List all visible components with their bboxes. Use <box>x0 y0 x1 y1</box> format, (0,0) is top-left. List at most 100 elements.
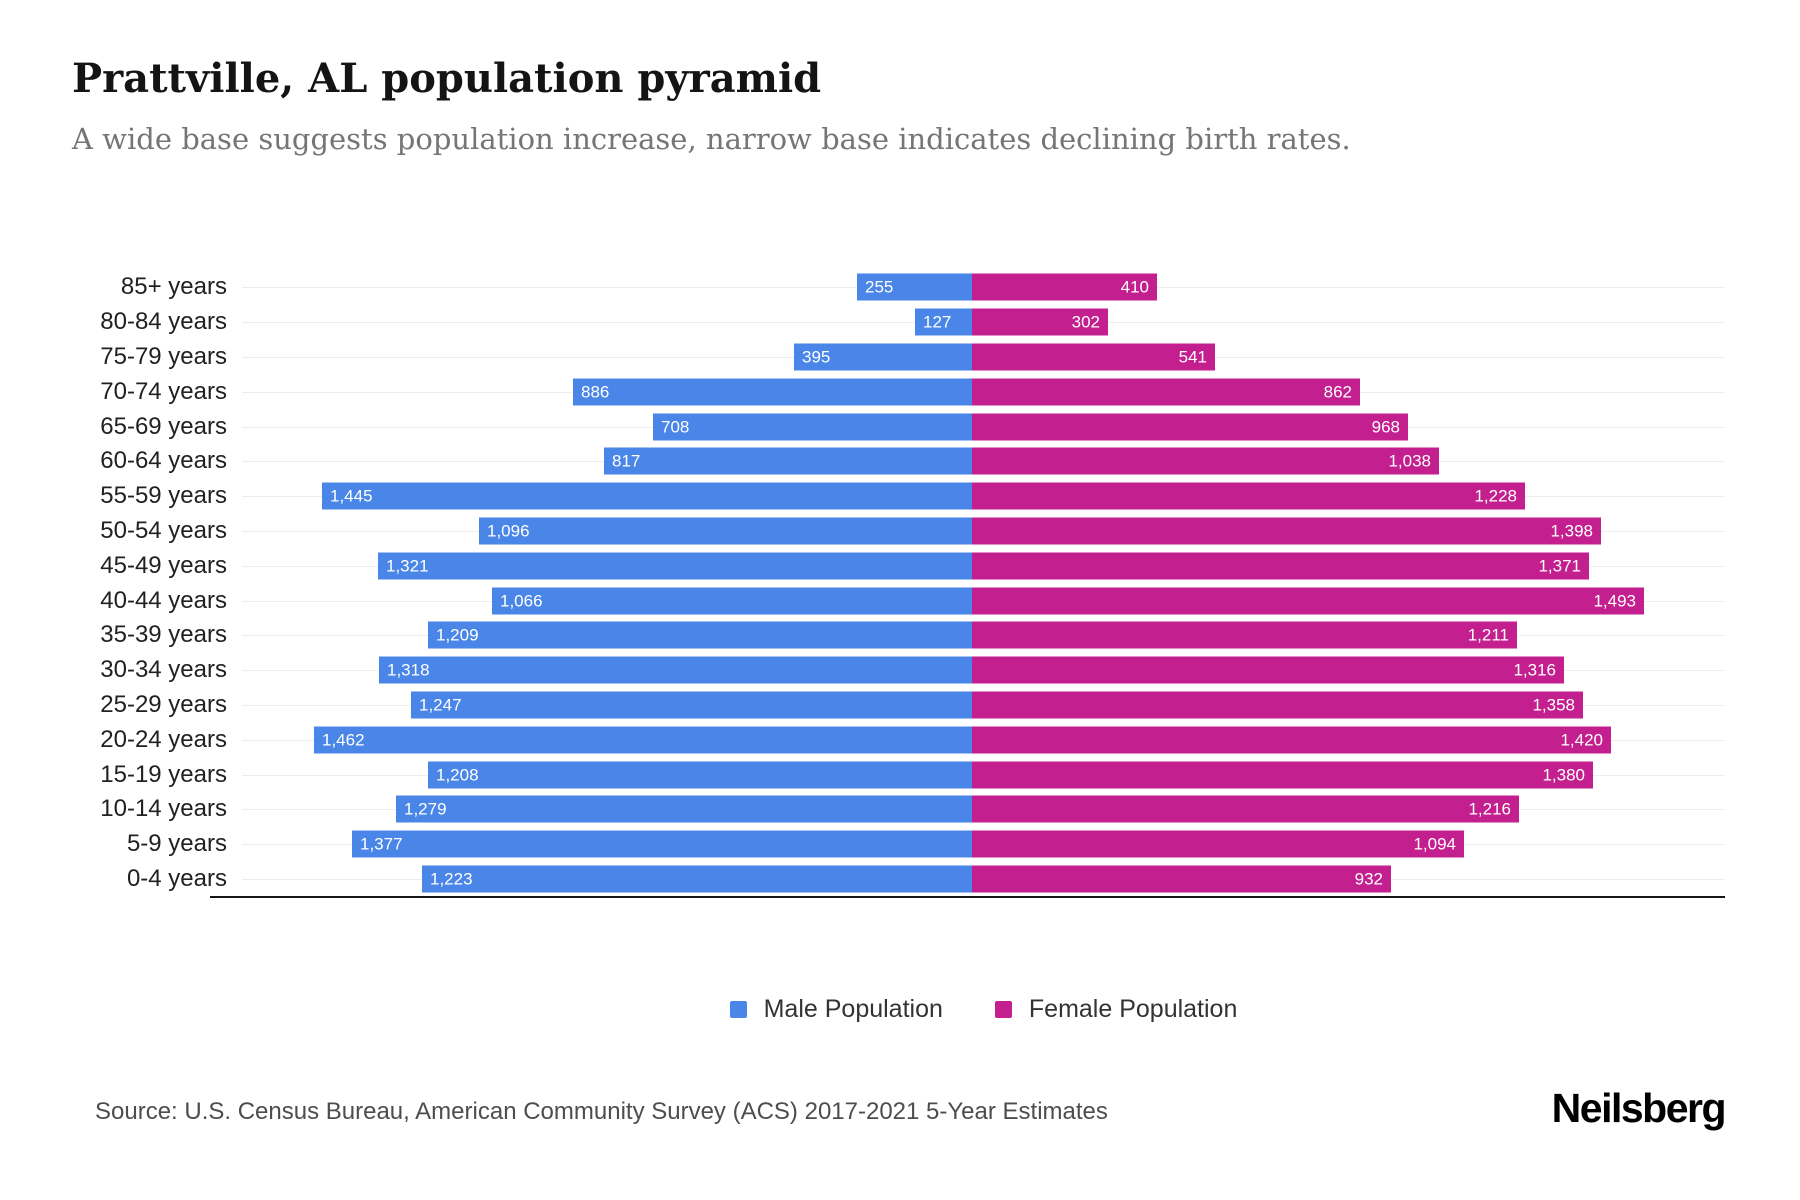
row-plot-area: 395 541 <box>242 340 1725 375</box>
pyramid-row: 25-29 years 1,247 1,358 <box>0 688 1800 723</box>
age-group-label: 25-29 years <box>100 690 227 718</box>
age-group-label: 45-49 years <box>100 551 227 579</box>
male-bar: 1,209 <box>428 621 972 649</box>
female-bar: 1,380 <box>972 761 1593 789</box>
row-plot-area: 1,066 1,493 <box>242 583 1725 618</box>
male-value-label: 1,462 <box>322 730 365 750</box>
age-group-label: 85+ years <box>120 273 227 301</box>
male-value-label: 1,377 <box>360 834 403 854</box>
male-value-label: 1,318 <box>387 660 430 680</box>
row-plot-area: 1,321 1,371 <box>242 548 1725 583</box>
row-plot-area: 817 1,038 <box>242 444 1725 479</box>
age-group-label: 40-44 years <box>100 586 227 614</box>
pyramid-row: 20-24 years 1,462 1,420 <box>0 722 1800 757</box>
row-plot-area: 1,279 1,216 <box>242 792 1725 827</box>
female-value-label: 862 <box>1323 382 1352 402</box>
female-bar: 1,493 <box>972 587 1644 615</box>
female-value-label: 1,493 <box>1593 591 1636 611</box>
female-bar: 1,094 <box>972 830 1464 858</box>
female-bar: 1,038 <box>972 447 1439 475</box>
female-value-label: 1,380 <box>1542 765 1585 785</box>
female-bar: 410 <box>972 273 1157 301</box>
chart-legend: Male Population Female Population <box>242 995 1725 1024</box>
male-value-label: 1,321 <box>386 556 429 576</box>
male-bar: 395 <box>794 343 972 371</box>
female-bar: 968 <box>972 413 1408 441</box>
female-bar: 1,371 <box>972 552 1589 580</box>
male-bar: 1,223 <box>422 865 972 893</box>
male-bar: 1,321 <box>378 552 972 580</box>
male-bar: 708 <box>653 413 972 441</box>
male-value-label: 1,279 <box>404 799 447 819</box>
female-value-label: 1,216 <box>1468 799 1511 819</box>
male-value-label: 1,208 <box>436 765 479 785</box>
age-group-label: 10-14 years <box>100 795 227 823</box>
male-value-label: 886 <box>581 382 610 402</box>
row-plot-area: 1,208 1,380 <box>242 757 1725 792</box>
male-legend-label: Male Population <box>763 995 943 1023</box>
female-bar: 1,316 <box>972 656 1564 684</box>
male-value-label: 1,445 <box>330 486 373 506</box>
row-plot-area: 1,377 1,094 <box>242 827 1725 862</box>
row-plot-area: 1,318 1,316 <box>242 653 1725 688</box>
male-bar: 1,096 <box>479 517 972 545</box>
legend-item-female: Female Population <box>994 995 1237 1024</box>
female-value-label: 1,371 <box>1538 556 1581 576</box>
female-value-label: 541 <box>1178 347 1207 367</box>
age-group-label: 70-74 years <box>100 377 227 405</box>
pyramid-row: 50-54 years 1,096 1,398 <box>0 514 1800 549</box>
pyramid-row: 55-59 years 1,445 1,228 <box>0 479 1800 514</box>
row-plot-area: 886 862 <box>242 374 1725 409</box>
age-group-label: 50-54 years <box>100 516 227 544</box>
male-value-label: 1,247 <box>419 695 462 715</box>
pyramid-row: 30-34 years 1,318 1,316 <box>0 653 1800 688</box>
pyramid-row: 35-39 years 1,209 1,211 <box>0 618 1800 653</box>
pyramid-row: 0-4 years 1,223 932 <box>0 862 1800 897</box>
female-value-label: 302 <box>1071 312 1100 332</box>
female-value-label: 1,398 <box>1550 521 1593 541</box>
female-bar: 932 <box>972 865 1391 893</box>
pyramid-row: 10-14 years 1,279 1,216 <box>0 792 1800 827</box>
female-value-label: 968 <box>1371 417 1400 437</box>
male-value-label: 1,209 <box>436 625 479 645</box>
pyramid-row: 70-74 years 886 862 <box>0 374 1800 409</box>
pyramid-rows: 85+ years 255 410 80-84 years 127 302 75-79 ye… <box>0 270 1800 896</box>
male-bar: 1,279 <box>396 795 972 823</box>
female-value-label: 1,228 <box>1474 486 1517 506</box>
male-bar: 127 <box>915 308 972 336</box>
male-bar: 255 <box>857 273 972 301</box>
male-legend-swatch-icon <box>729 1001 747 1018</box>
row-plot-area: 1,462 1,420 <box>242 722 1725 757</box>
male-value-label: 1,066 <box>500 591 543 611</box>
age-group-label: 35-39 years <box>100 621 227 649</box>
age-group-label: 75-79 years <box>100 342 227 370</box>
row-plot-area: 1,209 1,211 <box>242 618 1725 653</box>
row-plot-area: 1,445 1,228 <box>242 479 1725 514</box>
page-title: Prattville, AL population pyramid <box>72 55 822 102</box>
male-value-label: 127 <box>923 312 952 332</box>
female-value-label: 410 <box>1120 277 1149 297</box>
female-bar: 302 <box>972 308 1108 336</box>
population-pyramid-chart: 85+ years 255 410 80-84 years 127 302 75-79 ye… <box>0 270 1800 898</box>
male-bar: 1,462 <box>314 726 972 754</box>
source-attribution: Source: U.S. Census Bureau, American Com… <box>95 1098 1108 1125</box>
female-bar: 1,216 <box>972 795 1519 823</box>
female-value-label: 1,316 <box>1513 660 1556 680</box>
neilsberg-logo: Neilsberg <box>1551 1085 1727 1131</box>
male-bar: 1,318 <box>379 656 972 684</box>
female-value-label: 1,211 <box>1467 625 1509 645</box>
male-value-label: 817 <box>612 451 641 471</box>
male-bar: 817 <box>604 447 972 475</box>
female-bar: 1,358 <box>972 691 1583 719</box>
male-bar: 886 <box>573 378 972 406</box>
male-value-label: 255 <box>865 277 894 297</box>
female-bar: 1,420 <box>972 726 1611 754</box>
male-value-label: 708 <box>661 417 690 437</box>
female-bar: 862 <box>972 378 1360 406</box>
row-plot-area: 127 302 <box>242 305 1725 340</box>
male-value-label: 1,223 <box>430 869 473 889</box>
female-value-label: 1,420 <box>1560 730 1603 750</box>
pyramid-row: 75-79 years 395 541 <box>0 340 1800 375</box>
pyramid-row: 80-84 years 127 302 <box>0 305 1800 340</box>
